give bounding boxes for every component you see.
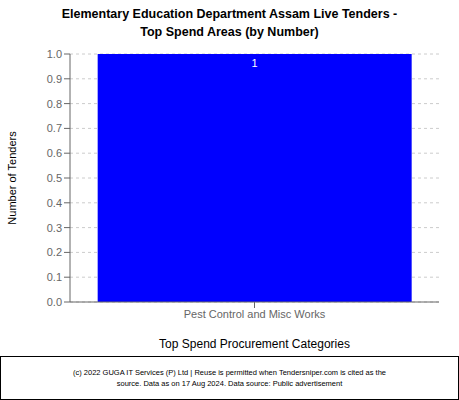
svg-text:1.0: 1.0 — [47, 48, 62, 60]
svg-text:0.0: 0.0 — [47, 296, 62, 308]
svg-text:Number of Tenders: Number of Tenders — [8, 131, 18, 225]
svg-text:0.5: 0.5 — [47, 172, 62, 184]
svg-text:1: 1 — [252, 57, 258, 69]
html-text:Elementary Education Departmen: Elementary Education Department Assam Li… — [61, 7, 398, 21]
svg-text:0.4: 0.4 — [47, 197, 62, 209]
svg-text:Pest Control and Misc Works: Pest Control and Misc Works — [184, 308, 326, 320]
html-text:source. Data as on 17 Aug 2024: source. Data as on 17 Aug 2024. Data sou… — [116, 379, 343, 388]
svg-text:0.3: 0.3 — [47, 222, 62, 234]
svg-text:0.8: 0.8 — [47, 98, 62, 110]
svg-text:0.1: 0.1 — [47, 271, 62, 283]
svg-text:Top Spend Procurement Categori: Top Spend Procurement Categories — [159, 337, 350, 351]
html-text:Top Spend Areas (by Number): Top Spend Areas (by Number) — [140, 25, 319, 39]
svg-text:0.6: 0.6 — [47, 147, 62, 159]
html-text:(c) 2022 GUGA IT Services (P): (c) 2022 GUGA IT Services (P) Ltd | Reus… — [73, 368, 386, 377]
svg-text:0.7: 0.7 — [47, 122, 62, 134]
svg-text:0.9: 0.9 — [47, 73, 62, 85]
svg-text:0.2: 0.2 — [47, 246, 62, 258]
